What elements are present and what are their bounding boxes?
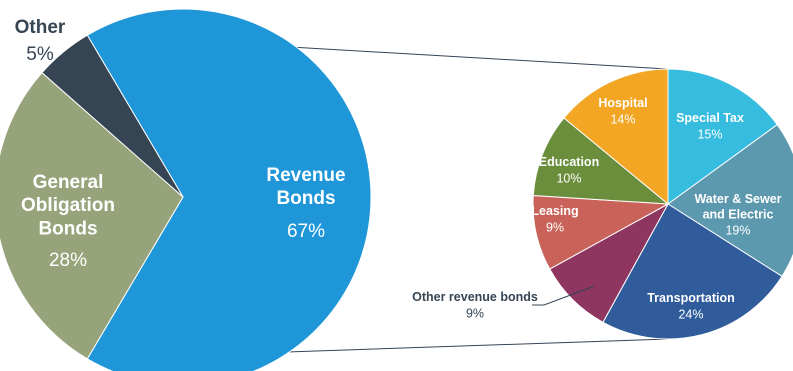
value-revenue-bonds: 67% bbox=[287, 221, 325, 242]
breakdown-slice-special-tax bbox=[667, 68, 778, 205]
main-pie-slice-general-obligation-bonds bbox=[0, 71, 184, 360]
label-general-obligation-bonds: General Obligation Bonds bbox=[21, 172, 115, 239]
main-pie bbox=[0, 8, 372, 371]
value-special-tax: 15% bbox=[697, 127, 722, 141]
label-water-and-sewer-and-electric: Water & Sewer and Electric bbox=[694, 192, 781, 221]
breakdown-slice-hospital bbox=[563, 68, 669, 206]
label-other-revenue-bonds: Other revenue bonds bbox=[412, 290, 538, 304]
main-pie-slice-other bbox=[41, 34, 184, 198]
label-hospital: Hospital bbox=[598, 96, 647, 110]
label-other: Other bbox=[15, 17, 66, 38]
label-transportation: Transportation bbox=[647, 291, 735, 305]
revenue-bonds-breakdown-pie bbox=[532, 68, 793, 340]
value-general-obligation-bonds: 28% bbox=[49, 250, 87, 271]
value-other: 5% bbox=[26, 44, 54, 65]
pie-labels: Revenue Bonds 67% General Obligation Bonds 28%… bbox=[15, 17, 782, 321]
label-education: Education bbox=[539, 155, 599, 169]
leader-line-other-revenue-bonds bbox=[532, 286, 594, 306]
breakdown-slice-education bbox=[532, 117, 670, 205]
label-leasing: Leasing bbox=[531, 204, 578, 218]
main-pie-slice-revenue-bonds bbox=[86, 8, 372, 371]
value-other-revenue-bonds: 9% bbox=[466, 306, 484, 320]
breakdown-slice-transportation bbox=[602, 203, 783, 340]
value-leasing: 9% bbox=[546, 220, 564, 234]
label-revenue-bonds: Revenue Bonds bbox=[266, 165, 345, 209]
value-education: 10% bbox=[556, 171, 581, 185]
value-water-and-sewer-and-electric: 19% bbox=[725, 224, 750, 238]
value-hospital: 14% bbox=[610, 112, 635, 126]
value-transportation: 24% bbox=[678, 307, 703, 321]
breakdown-slice-water-and-sewer-and-electric bbox=[667, 123, 793, 278]
label-special-tax: Special Tax bbox=[676, 111, 744, 125]
